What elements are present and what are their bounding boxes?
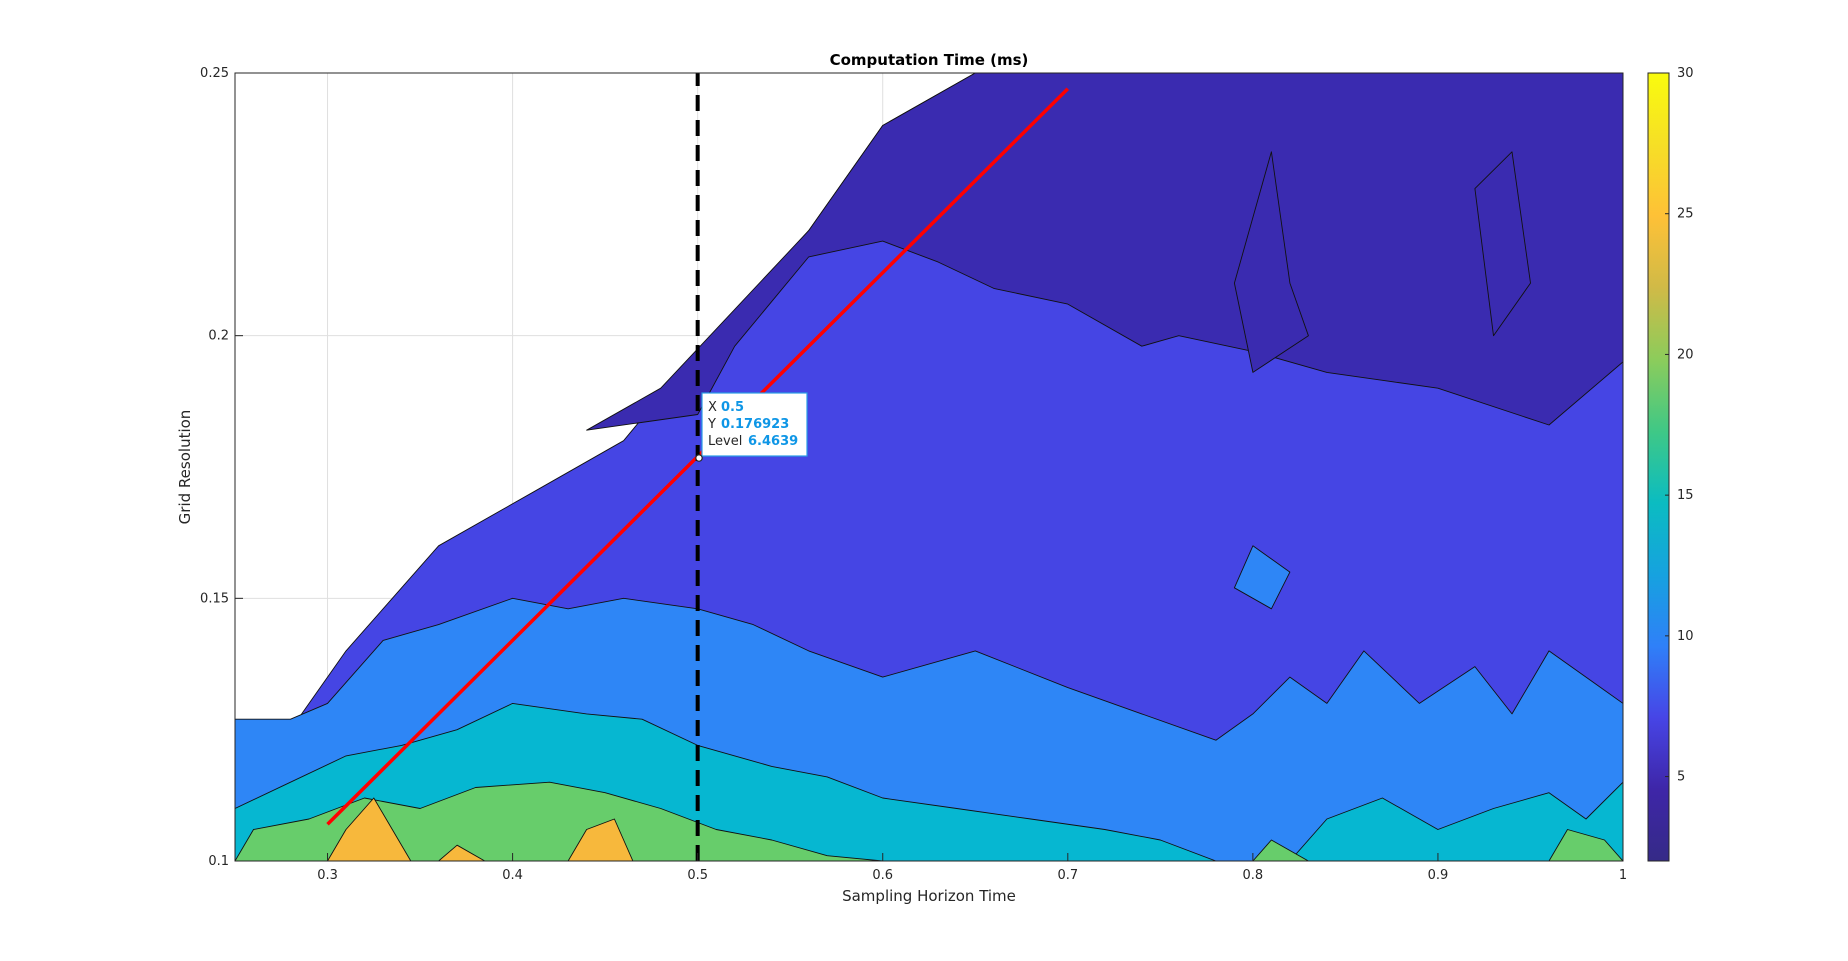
y-tick-label-0: 0.1 [208, 854, 229, 869]
x-tick-label-2: 0.5 [687, 868, 708, 883]
contour-region-5 [1233, 545, 1291, 610]
x-tick-label-1: 0.4 [502, 868, 523, 883]
data-tip-y-label: Y [707, 417, 716, 432]
data-tip-level-label: Level [708, 434, 742, 449]
x-tick-label-5: 0.8 [1243, 868, 1264, 883]
x-tick-label-3: 0.6 [872, 868, 893, 883]
colorbar-gradient [1647, 72, 1670, 862]
colorbar-tick-label-5: 30 [1677, 66, 1694, 81]
data-tip-level-value: 6.4639 [748, 434, 798, 449]
contour-region-1 [586, 73, 1623, 431]
y-tick-label-1: 0.15 [200, 591, 229, 606]
contour-region-12 [567, 818, 634, 861]
colorbar-tick-label-4: 25 [1677, 207, 1694, 222]
contour-region-7 [1289, 781, 1623, 861]
plot-frame [234, 72, 1624, 862]
colorbar-tick-label-2: 15 [1677, 488, 1694, 503]
data-tip-marker[interactable] [695, 454, 703, 462]
chart-title: Computation Time (ms) [830, 51, 1029, 69]
y-axis-ticks: 0.1 0.15 0.2 0.25 [200, 66, 243, 869]
x-axis-ticks: 0.3 0.4 0.5 0.6 0.7 0.8 0.9 1 [317, 853, 1627, 883]
plot-area: 0.3 0.4 0.5 0.6 0.7 0.8 0.9 1 0.1 0.15 0.2 0.25 [200, 66, 1627, 883]
colorbar-ticks: 5 10 15 20 25 30 [1665, 66, 1694, 785]
data-tip-x-label: X [708, 400, 717, 415]
data-tip[interactable]: X 0.5 Y 0.176923 Level 6.4639 [695, 392, 808, 462]
data-tip-y-value: 0.176923 [721, 417, 789, 432]
contour-region-10 [1548, 829, 1623, 861]
data-tip-box [701, 392, 808, 457]
x-axis-label: Sampling Horizon Time [842, 887, 1016, 905]
colorbar-tick-label-0: 5 [1677, 770, 1685, 785]
y-tick-label-2: 0.2 [208, 329, 229, 344]
contour-region-3 [1474, 151, 1531, 337]
colorbar-tick-label-1: 10 [1677, 629, 1694, 644]
x-tick-label-7: 1 [1619, 868, 1627, 883]
contour-region-2 [1233, 151, 1309, 373]
y-tick-label-3: 0.25 [200, 66, 229, 81]
data-tip-x-value: 0.5 [721, 400, 744, 415]
contour-regions [235, 73, 1623, 861]
contour-region-9 [1252, 839, 1309, 861]
x-tick-label-6: 0.9 [1428, 868, 1449, 883]
y-axis-label: Grid Resolution [176, 410, 194, 525]
colorbar-tick-label-3: 20 [1677, 347, 1694, 362]
x-tick-label-0: 0.3 [317, 868, 338, 883]
colorbar: 5 10 15 20 25 30 [1647, 66, 1694, 862]
x-tick-label-4: 0.7 [1057, 868, 1078, 883]
contour-region-11 [327, 797, 412, 861]
contour-region-13 [438, 844, 486, 861]
